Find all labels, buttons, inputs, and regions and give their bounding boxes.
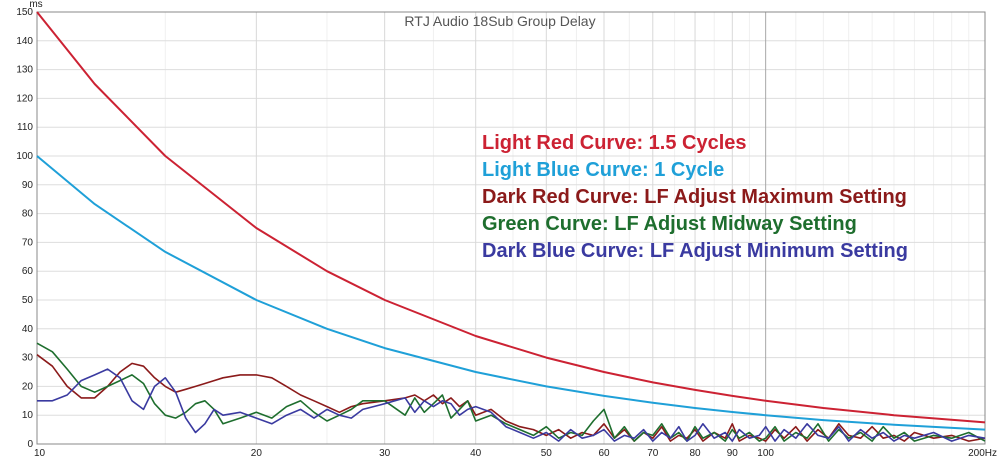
series-lines: [36, 11, 986, 442]
legend-entry: Dark Red Curve: LF Adjust Maximum Settin…: [482, 186, 907, 208]
x-tick-label: 60: [598, 448, 610, 459]
plot-frame: [36, 11, 986, 445]
x-tick-label: 20: [251, 448, 263, 459]
y-tick-label: 50: [22, 295, 34, 306]
y-tick-label: 100: [16, 151, 33, 162]
x-tick-label: 30: [379, 448, 391, 459]
x-tick-label: 10: [34, 448, 46, 459]
chart-title: RTJ Audio 18Sub Group Delay: [404, 13, 595, 29]
y-tick-label: 40: [22, 324, 34, 335]
series-line-1: [36, 11, 986, 424]
legend-entry: Dark Blue Curve: LF Adjust Minimum Setti…: [482, 240, 908, 262]
series-line-4: [36, 342, 986, 442]
y-tick-label: 110: [17, 122, 33, 133]
y-tick-label: 70: [22, 237, 34, 248]
y-tick-label: 60: [22, 266, 34, 277]
x-tick-label: 80: [689, 448, 701, 459]
series-line-2: [36, 155, 986, 431]
y-tick-label: 0: [27, 439, 33, 450]
y-tick-label: 30: [22, 353, 34, 364]
legend-entry: Light Red Curve: 1.5 Cycles: [482, 132, 747, 154]
x-tick-label: 40: [470, 448, 482, 459]
y-tick-label: 10: [22, 410, 34, 421]
y-tick-label: 140: [16, 36, 33, 47]
legend-entry: Light Blue Curve: 1 Cycle: [482, 159, 724, 181]
y-tick-label: 90: [22, 180, 34, 191]
y-tick-label: 80: [22, 209, 34, 220]
y-tick-label: 20: [22, 381, 34, 392]
y-tick-label: 120: [16, 93, 33, 104]
x-tick-label: 50: [541, 448, 553, 459]
y-tick-label: 150: [16, 7, 33, 18]
y-unit-label: ms: [29, 0, 42, 10]
y-tick-label: 130: [16, 65, 33, 76]
x-tick-label: 200Hz: [968, 448, 997, 459]
legend: Light Red Curve: 1.5 Cycles Light Blue Cu…: [482, 132, 908, 262]
series-line-3: [36, 354, 986, 442]
x-tick-label: 90: [727, 448, 739, 459]
series-line-5: [37, 368, 986, 442]
legend-entry: Green Curve: LF Adjust Midway Setting: [482, 213, 857, 235]
x-tick-label: 100: [757, 448, 774, 459]
x-tick-label: 70: [647, 448, 659, 459]
